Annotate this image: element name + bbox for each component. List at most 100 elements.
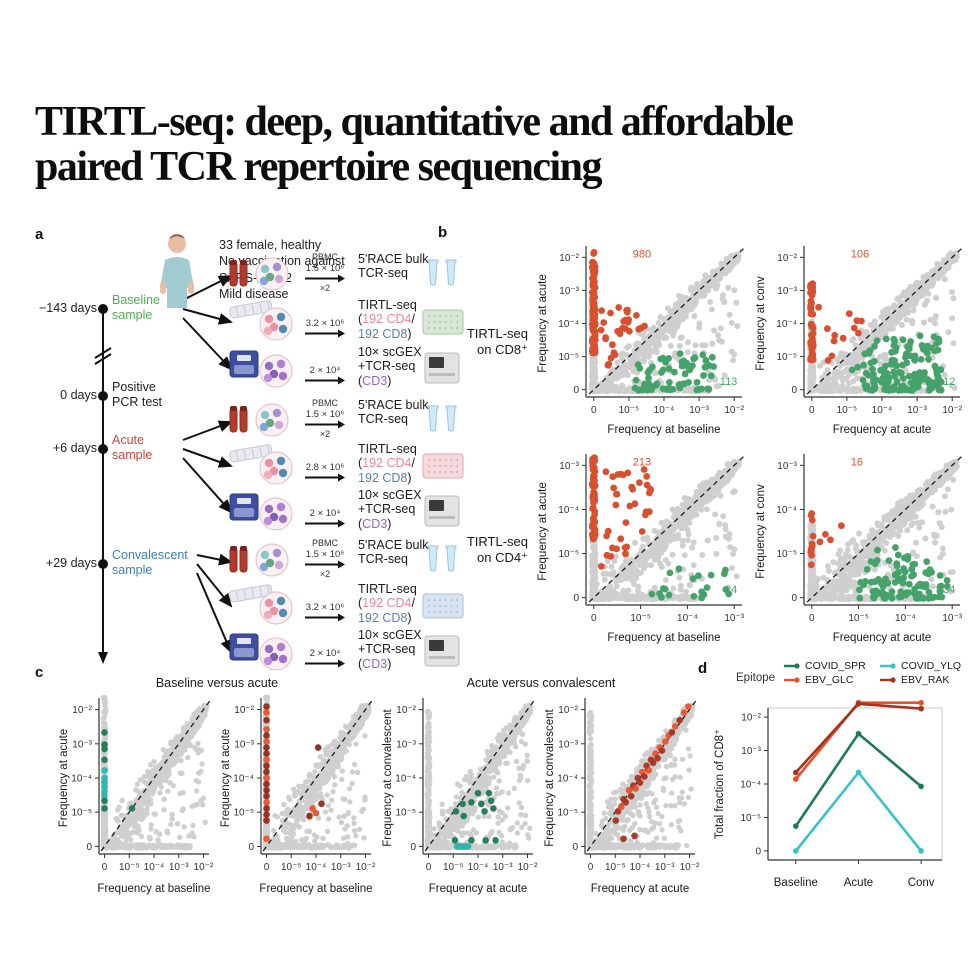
expanded-clones <box>807 510 845 569</box>
blood-source-icon <box>229 257 289 291</box>
expanded-count: 16 <box>851 456 863 468</box>
svg-text:0: 0 <box>809 405 815 416</box>
svg-text:10⁻⁵: 10⁻⁵ <box>558 549 579 560</box>
contracted-count: 24 <box>725 584 737 596</box>
y-axis-label: Frequency at conv <box>755 484 767 579</box>
legend-marker-icon <box>880 663 896 669</box>
assay-label: TIRTL-seq (192 CD4/192 CD8) <box>358 582 417 625</box>
sequencer-product-icon <box>424 635 460 667</box>
svg-text:10⁻²: 10⁻² <box>724 405 744 416</box>
y-axis-label: Frequency at acute <box>537 482 549 580</box>
paper-title-line2: paired TCR repertoire sequencing <box>35 143 603 190</box>
svg-text:0: 0 <box>573 593 579 604</box>
panel-c-plots: 0 10⁻⁵ 10⁻⁴ 10⁻³ 10⁻² 0 10⁻⁵ 10⁻⁴ 10⁻³ 10⁻² Freque… <box>55 690 701 905</box>
x-axis-label: Frequency at baseline <box>607 424 720 436</box>
paper-title: TIRTL-seq: deep, quantitative and afford… <box>35 100 950 189</box>
assay-row: PBMC 1.5 × 10⁶ ×2 5'RACE bulk TCR-seq <box>200 398 460 446</box>
svg-text:10⁻³: 10⁻³ <box>559 461 579 472</box>
legend-marker-icon <box>784 663 800 669</box>
y-axis-label: Total fraction of CD8⁺ <box>714 729 726 839</box>
assay-row: PBMC 1.5 × 10⁶ ×2 5'RACE bulk TCR-seq <box>200 538 460 586</box>
svg-text:10⁻³: 10⁻³ <box>559 286 579 297</box>
strip-source-icon <box>229 444 293 485</box>
contracted-count: 312 <box>937 376 955 388</box>
patient-icon <box>160 234 194 308</box>
scatter-svg-c2: 0 10⁻⁵ 10⁻⁴ 10⁻³ 10⁻²010⁻⁵10⁻⁴10⁻³10⁻²Freque… <box>220 694 376 895</box>
identity-line <box>424 698 536 852</box>
right-arrow-icon <box>305 473 345 482</box>
process-arrow: 2 × 10⁴ <box>296 488 354 539</box>
x-axis-label: Frequency at acute <box>833 632 931 644</box>
panel-c: c Baseline versus acute Acute versus con… <box>35 660 715 910</box>
right-arrow-icon <box>305 420 345 429</box>
gray-cloud <box>262 694 372 851</box>
identity-line <box>100 698 212 852</box>
legend-item-EBV_GLC: EBV_GLC <box>784 674 880 686</box>
assay-row: PBMC 1.5 × 10⁶ ×2 5'RACE bulk TCR-seq <box>200 252 460 300</box>
x-axis-label: Frequency at acute <box>833 424 931 436</box>
assay-row: 2 × 10⁴ 10× scGEX +TCR-seq (CD3) <box>200 628 460 676</box>
right-arrow-icon <box>305 329 345 338</box>
svg-text:0: 0 <box>591 405 597 416</box>
process-arrow: 3.2 × 10⁶ <box>296 582 354 633</box>
svg-text:10⁻⁵: 10⁻⁵ <box>837 405 858 416</box>
assay-label: 5'RACE bulk TCR-seq <box>358 398 429 427</box>
panel-c-title-right: Acute versus convalescent <box>466 676 616 690</box>
strip-source-icon <box>229 584 293 625</box>
assay-label: 10× scGEX +TCR-seq (CD3) <box>358 628 422 671</box>
assay-label: TIRTL-seq (192 CD4/192 CD8) <box>358 298 417 341</box>
plate_pink-product-icon <box>422 453 464 479</box>
panel-c-title-left: Baseline versus acute <box>155 676 279 690</box>
contracted-count: 113 <box>720 376 738 388</box>
timepoint-day: 0 days <box>60 388 97 402</box>
scatter-svg-b3: 0 10⁻⁵ 10⁻⁴ 10⁻³ 0 10⁻⁵ 10⁻⁴ 10⁻³ Frequency at b… <box>537 454 746 644</box>
row-label-cd8: TIRTL-seq on CD8⁺ <box>466 325 528 357</box>
sequencer-product-icon <box>424 495 460 527</box>
timepoint-label: Acute sample <box>112 433 153 462</box>
machine-source-icon <box>229 493 293 531</box>
timepoint-day: −143 days <box>38 301 97 315</box>
svg-text:10⁻³: 10⁻³ <box>724 613 744 624</box>
x-axis-label: Frequency at acute <box>591 883 689 895</box>
assay-label: 10× scGEX +TCR-seq (CD3) <box>358 488 422 531</box>
svg-text:10⁻²: 10⁻² <box>559 253 579 264</box>
legend-marker-icon <box>784 677 800 683</box>
timepoint-label: Positive PCR test <box>112 380 163 409</box>
gray-cloud <box>807 458 960 603</box>
assay-label: TIRTL-seq (192 CD4/192 CD8) <box>358 442 417 485</box>
svg-text:10⁻³: 10⁻³ <box>907 405 927 416</box>
process-arrow: 2 × 10⁴ <box>296 628 354 679</box>
row-label-cd4: TIRTL-seq on CD4⁺ <box>466 533 528 565</box>
tubes-product-icon <box>427 405 457 432</box>
series-COVID_SPR <box>793 730 924 829</box>
tubes-product-icon <box>427 545 457 572</box>
series-COVID_YLQ <box>793 769 924 854</box>
process-arrow: 2.8 × 10⁶ <box>296 442 354 493</box>
panel-c-label: c <box>35 664 44 681</box>
scatter-cd4-baseline-acute: 0 10⁻⁵ 10⁻⁴ 10⁻³ 0 10⁻⁵ 10⁻⁴ 10⁻³ Frequency at b… <box>534 446 752 654</box>
scatter-svg-c3: 0 10⁻⁵ 10⁻⁴ 10⁻³ 10⁻²010⁻⁵10⁻⁴10⁻³10⁻²Freque… <box>382 698 538 895</box>
svg-text:10⁻³: 10⁻³ <box>777 286 797 297</box>
scatter-svg-c1: 0 10⁻⁵ 10⁻⁴ 10⁻³ 10⁻²010⁻⁵10⁻⁴10⁻³10⁻²Freque… <box>58 694 214 895</box>
right-arrow-icon <box>305 376 345 385</box>
series-EBV_GLC <box>793 699 924 782</box>
legend-title: Epitope <box>736 672 776 684</box>
identity-line <box>262 698 374 852</box>
assay-row: 2.8 × 10⁶ TIRTL-seq (192 CD4/192 CD8) <box>200 442 464 493</box>
contracted-clones <box>648 565 733 602</box>
right-arrow-icon <box>305 560 345 569</box>
svg-text:10⁻⁵: 10⁻⁵ <box>630 613 651 624</box>
svg-text:10⁻⁴: 10⁻⁴ <box>677 613 698 624</box>
expanded-clones <box>588 454 654 570</box>
panel-b-label: b <box>438 224 448 241</box>
process-arrow: 3.2 × 10⁶ <box>296 298 354 349</box>
x-axis-label: Frequency at baseline <box>97 883 210 895</box>
svg-text:10⁻⁴: 10⁻⁴ <box>654 405 675 416</box>
scatter-svg-c4: 0 10⁻⁵ 10⁻⁴ 10⁻³ 10⁻²010⁻⁵10⁻⁴10⁻³10⁻²Freque… <box>544 698 700 895</box>
epitope-legend: COVID_SPR COVID_YLQ EBV_GLC EBV_RAK <box>784 660 976 686</box>
scatter-svg-b1: 0 10⁻⁵ 10⁻⁴ 10⁻³ 10⁻² 0 10⁻⁵ 10⁻⁴ 10⁻³ 10⁻² Freque… <box>537 246 746 436</box>
line-chart-epitope-fractions: 0 10⁻⁵ 10⁻⁴ 10⁻³ 10⁻² Baseline Acute Conv Total … <box>710 698 958 899</box>
